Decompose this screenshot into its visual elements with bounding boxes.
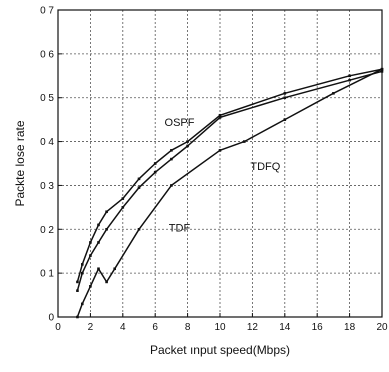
- y-tick-label: 0: [48, 313, 54, 324]
- y-tick-label: 0 6: [40, 49, 54, 60]
- data-point-ospf: [348, 74, 351, 78]
- data-point-tdfq: [105, 227, 108, 231]
- data-point-tdf: [218, 149, 222, 152]
- y-tick-label: 0 4: [40, 137, 54, 148]
- x-tick-label: 10: [214, 322, 226, 333]
- data-point-ospf: [121, 197, 125, 200]
- y-tick-label: 0 3: [40, 181, 54, 192]
- y-tick-label: 0 7: [40, 6, 54, 17]
- data-point-tdf: [170, 184, 173, 187]
- data-point-tdf: [89, 285, 92, 288]
- data-point-tdf: [243, 140, 246, 143]
- data-point-tdfq: [170, 157, 173, 161]
- data-point-tdf: [137, 227, 141, 231]
- x-tick-label: 16: [312, 322, 324, 333]
- x-tick-label: 20: [376, 322, 388, 333]
- data-point-ospf: [105, 210, 108, 214]
- x-tick-label: 0: [55, 322, 61, 333]
- data-point-tdfq: [121, 206, 125, 209]
- x-tick-label: 14: [279, 322, 291, 333]
- data-point-tdfq: [283, 96, 287, 100]
- y-axis-title: Packte lose rate: [13, 120, 27, 206]
- y-tick-label: 0 5: [40, 93, 54, 104]
- data-point-ospf: [186, 140, 189, 143]
- data-point-ospf: [97, 223, 100, 227]
- data-point-tdf: [283, 118, 287, 121]
- data-point-ospf: [76, 280, 79, 284]
- data-point-ospf: [283, 92, 287, 95]
- y-axis-ticks: 0 0 1 0 2 0 3 0 4 0 5 0 6 0 7: [40, 6, 62, 324]
- data-point-ospf: [170, 149, 173, 152]
- data-point-tdfq: [348, 78, 351, 82]
- data-point-tdfq: [153, 170, 157, 174]
- x-tick-label: 6: [152, 322, 158, 333]
- data-point-ospf: [89, 241, 92, 244]
- x-axis-ticks: 0 2 4 6 8 10 12 14 16 18 20: [55, 313, 388, 333]
- data-point-tdf: [97, 267, 100, 271]
- data-point-ospf: [81, 263, 84, 266]
- series-line-tdfq: [76, 70, 383, 291]
- x-tick-label: 12: [247, 322, 259, 333]
- data-point-tdfq: [81, 271, 84, 275]
- data-point-tdfq: [97, 241, 100, 244]
- x-tick-label: 18: [344, 322, 356, 333]
- x-tick-label: 4: [120, 322, 126, 333]
- data-point-ospf: [153, 162, 157, 165]
- data-point-ospf: [218, 113, 222, 117]
- x-axis-title: Packet ınput speed(Mbps): [150, 343, 290, 357]
- data-point-tdfq: [137, 186, 141, 189]
- data-point-tdf: [332, 92, 335, 95]
- data-point-ospf: [137, 177, 141, 181]
- data-point-tdfq: [89, 254, 92, 257]
- data-point-tdf: [105, 280, 108, 284]
- annotation-ospf: OSPF: [165, 117, 195, 129]
- x-tick-label: 8: [185, 322, 191, 333]
- data-point-tdfq: [76, 289, 79, 292]
- data-point-tdf: [81, 302, 84, 306]
- series-line-ospf: [76, 68, 383, 283]
- series-annotations: OSPF TDFQ TDF: [165, 117, 281, 234]
- y-tick-label: 0 2: [40, 225, 54, 236]
- data-point-tdf: [113, 267, 116, 271]
- x-tick-label: 2: [88, 322, 94, 333]
- annotation-tdf: TDF: [169, 222, 191, 234]
- data-point-tdfq: [218, 116, 222, 119]
- y-tick-label: 0 1: [40, 269, 54, 280]
- annotation-tdfq: TDFQ: [250, 161, 280, 173]
- data-point-tdfq: [186, 144, 189, 148]
